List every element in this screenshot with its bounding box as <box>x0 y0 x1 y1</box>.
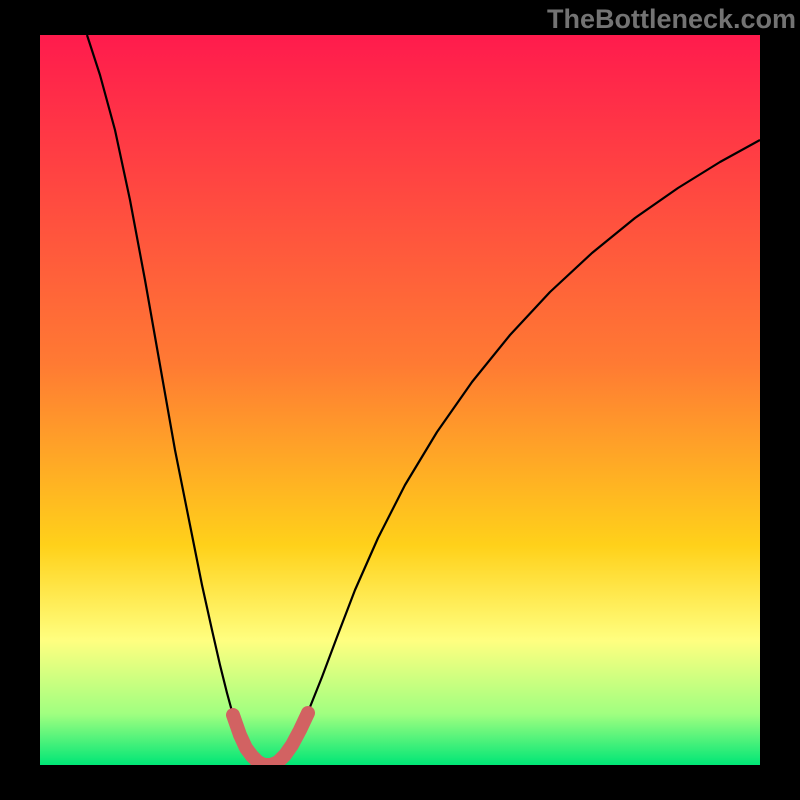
bottleneck-curve <box>87 35 760 765</box>
chart-frame: TheBottleneck.com <box>0 0 800 800</box>
curve-layer <box>40 35 760 765</box>
highlighted-valley <box>233 713 308 765</box>
watermark-text: TheBottleneck.com <box>547 4 796 35</box>
